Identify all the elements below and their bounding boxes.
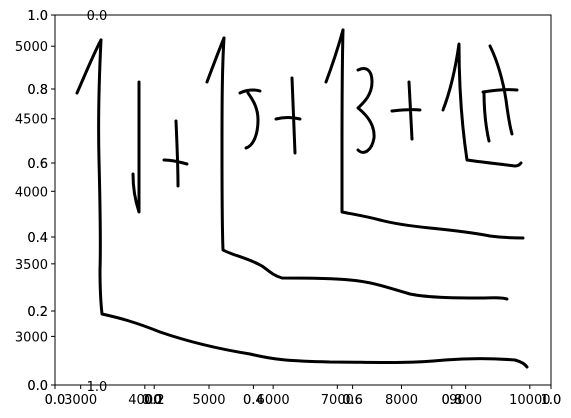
x-tick-label: 0.6 — [342, 393, 363, 408]
y-tick-label: 0.6 — [27, 157, 48, 172]
glyph-plus-c — [390, 80, 422, 141]
glyph-one-c — [205, 36, 226, 84]
secondary-x-tick-label: 6000 — [257, 393, 290, 408]
glyph-three — [356, 67, 376, 154]
glyph-one-e — [441, 42, 523, 168]
x-tick-label: 0.8 — [441, 393, 462, 408]
glyph-pi — [481, 44, 519, 143]
stray-tick-label: 0.0 — [87, 9, 108, 24]
y-tick-label: 0.0 — [27, 379, 48, 394]
tick-layer: 0.0 0.2 0.4 0.6 0.8 1.00.0 0.2 0.4 0.6 0.8 1.00.00… — [15, 9, 561, 408]
secondary-y-tick-label: 3000 — [15, 330, 48, 345]
x-tick-label: 0.4 — [243, 393, 264, 408]
x-tick-label: 0.2 — [144, 393, 165, 408]
y-tick-label: 0.8 — [27, 83, 48, 98]
curve-long-bottom — [97, 38, 529, 369]
secondary-y-tick-label: 5000 — [15, 40, 48, 55]
glyph-one-b — [131, 80, 141, 214]
y-tick-label: 1.0 — [27, 9, 48, 24]
glyph-five — [238, 88, 262, 150]
x-tick-label: 0.2 — [144, 393, 165, 408]
x-tick-label: 1.0 — [541, 393, 562, 408]
x-tick-label: 0.8 — [441, 393, 462, 408]
x-tick-label: 0.0 — [45, 393, 66, 408]
y-tick-label: 0.8 — [27, 83, 48, 98]
handwriting-layer — [75, 28, 529, 369]
y-tick-label: 1.0 — [27, 9, 48, 24]
x-tick-label: 1.0 — [541, 393, 562, 408]
glyph-one-d — [324, 28, 345, 84]
secondary-x-tick-label: 10000 — [509, 393, 550, 408]
secondary-y-tick-label: 4000 — [15, 185, 48, 200]
y-tick-label: 0.0 — [27, 379, 48, 394]
y-tick-label: 0.6 — [27, 157, 48, 172]
x-tick-label: 0.6 — [342, 393, 363, 408]
secondary-x-tick-label: 7000 — [321, 393, 354, 408]
secondary-x-tick-label: 3000 — [64, 393, 97, 408]
y-tick-label: 0.2 — [27, 305, 48, 320]
glyph-one-a — [75, 38, 103, 95]
secondary-y-tick-label: 4500 — [15, 113, 48, 128]
glyph-plus-b — [274, 76, 302, 155]
x-tick-label: 0.0 — [45, 393, 66, 408]
y-tick-label: 0.4 — [27, 231, 48, 246]
x-tick-label: 0.4 — [243, 393, 264, 408]
plot-frame — [54, 14, 552, 386]
curve-upper — [340, 28, 525, 240]
secondary-x-tick-label: 5000 — [192, 393, 225, 408]
secondary-x-tick-label: 4000 — [128, 393, 161, 408]
y-tick-label: 0.2 — [27, 305, 48, 320]
secondary-x-tick-label: 8000 — [385, 393, 418, 408]
stray-tick-label: 0.0 — [142, 393, 163, 408]
secondary-y-tick-label: 3500 — [15, 258, 48, 273]
y-tick-label: 0.4 — [27, 231, 48, 246]
curve-middle — [220, 36, 509, 301]
secondary-x-tick-label: 9000 — [449, 393, 482, 408]
glyph-plus-a — [162, 119, 189, 188]
stray-tick-label: 1.0 — [87, 380, 108, 395]
